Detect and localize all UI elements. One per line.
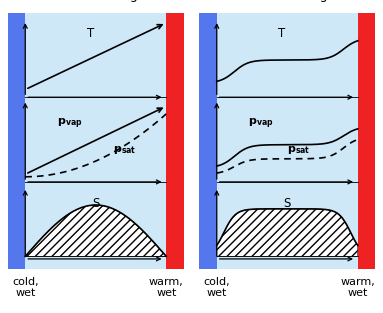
Text: p$_{\mathbf{vap}}$: p$_{\mathbf{vap}}$ bbox=[249, 117, 274, 131]
Text: S: S bbox=[283, 197, 291, 210]
Text: a) continuum regime: a) continuum regime bbox=[30, 0, 161, 2]
Text: T: T bbox=[278, 27, 286, 39]
Text: S: S bbox=[92, 197, 100, 210]
Text: p$_{\mathbf{sat}}$: p$_{\mathbf{sat}}$ bbox=[113, 144, 137, 156]
Text: p$_{\mathbf{vap}}$: p$_{\mathbf{vap}}$ bbox=[57, 117, 83, 131]
Text: b) molecular regime: b) molecular regime bbox=[224, 0, 351, 2]
Text: warm,
wet: warm, wet bbox=[149, 277, 183, 299]
Bar bbox=[8, 13, 25, 269]
Text: cold,
wet: cold, wet bbox=[12, 277, 39, 299]
Text: warm,
wet: warm, wet bbox=[340, 277, 375, 299]
Text: T: T bbox=[87, 27, 94, 39]
Bar bbox=[25, 13, 166, 269]
Bar bbox=[166, 13, 184, 269]
Bar bbox=[217, 13, 358, 269]
Bar bbox=[199, 13, 217, 269]
Text: p$_{\mathbf{sat}}$: p$_{\mathbf{sat}}$ bbox=[287, 144, 311, 156]
Text: cold,
wet: cold, wet bbox=[203, 277, 230, 299]
Bar bbox=[358, 13, 375, 269]
